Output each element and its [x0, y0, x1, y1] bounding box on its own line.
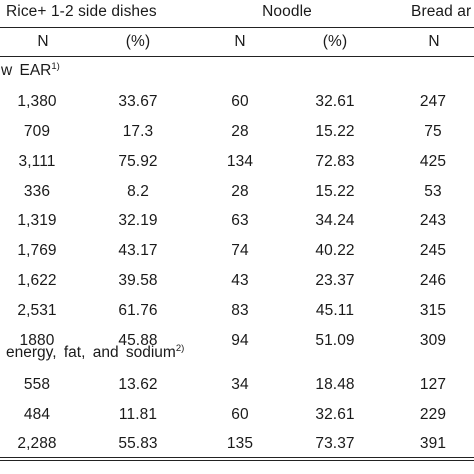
- cell-pct-noodle: 73.37: [315, 435, 355, 452]
- subheader-n-2: N: [234, 33, 246, 50]
- cell-pct-rice: 75.92: [118, 153, 158, 170]
- cell-n-rice: 709: [23, 123, 51, 140]
- cell-n-bread: 315: [419, 302, 447, 319]
- subheader-n-1: N: [37, 33, 49, 50]
- cell-n-noodle: 60: [231, 93, 249, 110]
- cell-n-noodle: 60: [231, 406, 249, 423]
- cell-n-rice: 1,319: [17, 212, 57, 229]
- cell-n-rice: 484: [23, 406, 51, 423]
- cell-pct-rice: 43.17: [118, 242, 158, 259]
- cell-n-noodle: 43: [231, 272, 249, 289]
- cell-n-noodle: 34: [231, 376, 249, 393]
- cell-n-bread: 243: [419, 212, 447, 229]
- cell-pct-noodle: 15.22: [315, 183, 355, 200]
- cell-pct-noodle: 15.22: [315, 123, 355, 140]
- cell-n-noodle: 94: [231, 332, 249, 349]
- cell-pct-noodle: 34.24: [315, 212, 355, 229]
- cell-n-noodle: 28: [231, 183, 249, 200]
- section-label-ear-text: w EAR: [1, 62, 52, 79]
- table-bottom-rule-second: [0, 460, 474, 461]
- group-header-rice: Rice+ 1-2 side dishes: [6, 3, 157, 20]
- cell-n-bread: 75: [424, 123, 442, 140]
- group-header-noodle: Noodle: [262, 3, 312, 20]
- group-header-bread: Bread ar: [411, 3, 472, 20]
- cell-pct-rice: 45.88: [118, 332, 158, 349]
- cell-pct-noodle: 32.61: [315, 406, 355, 423]
- cell-n-bread: 229: [419, 406, 447, 423]
- cell-pct-rice: 39.58: [118, 272, 158, 289]
- cell-n-noodle: 74: [231, 242, 249, 259]
- section-label-energy-text: energy, fat, and sodium: [6, 344, 176, 361]
- subheader-percent-2: (%): [322, 33, 348, 50]
- cell-n-bread: 247: [419, 93, 447, 110]
- header-divider-top: [0, 27, 474, 28]
- table-bottom-rule: [0, 457, 474, 458]
- cell-pct-rice: 17.3: [122, 123, 154, 140]
- cell-n-rice: 558: [23, 376, 51, 393]
- section-note-energy: 2): [175, 342, 185, 354]
- cell-n-noodle: 28: [231, 123, 249, 140]
- cell-n-rice: 3,111: [18, 153, 56, 170]
- cell-pct-rice: 32.19: [118, 212, 158, 229]
- cell-pct-rice: 61.76: [118, 302, 158, 319]
- cell-n-rice: 2,531: [17, 302, 57, 319]
- subheader-percent-1: (%): [125, 33, 151, 50]
- cell-pct-noodle: 32.61: [315, 93, 355, 110]
- cell-n-bread: 53: [424, 183, 442, 200]
- cell-pct-rice: 55.83: [118, 435, 158, 452]
- cell-n-bread: 425: [419, 153, 447, 170]
- subheader-n-3: N: [428, 33, 440, 50]
- cell-n-bread: 391: [419, 435, 447, 452]
- cell-n-rice: 2,288: [17, 435, 57, 452]
- cell-n-rice: 336: [23, 183, 51, 200]
- cell-n-rice: 1,380: [17, 93, 57, 110]
- cell-n-rice: 1,622: [17, 272, 57, 289]
- section-label-ear: w EAR1): [1, 62, 60, 80]
- cell-n-rice: 1,769: [17, 242, 57, 259]
- header-divider-bottom: [0, 56, 474, 57]
- cell-n-bread: 309: [419, 332, 447, 349]
- cell-pct-noodle: 72.83: [315, 153, 355, 170]
- cell-n-rice: 1880: [19, 332, 55, 349]
- cell-n-noodle: 83: [231, 302, 249, 319]
- cell-n-bread: 246: [419, 272, 447, 289]
- cell-pct-noodle: 23.37: [315, 272, 355, 289]
- cell-pct-rice: 11.81: [118, 406, 158, 423]
- cell-n-noodle: 135: [226, 435, 254, 452]
- cell-pct-noodle: 40.22: [315, 242, 355, 259]
- section-note-ear: 1): [51, 60, 60, 72]
- cell-pct-rice: 8.2: [127, 183, 149, 200]
- cell-pct-noodle: 51.09: [315, 332, 355, 349]
- cell-n-bread: 245: [419, 242, 447, 259]
- cell-n-noodle: 134: [226, 153, 254, 170]
- cell-pct-rice: 33.67: [118, 93, 158, 110]
- cell-n-noodle: 63: [231, 212, 249, 229]
- cell-pct-noodle: 45.11: [315, 302, 355, 319]
- section-label-energy: energy, fat, and sodium2): [6, 344, 184, 362]
- cell-pct-rice: 13.62: [118, 376, 158, 393]
- cell-pct-noodle: 18.48: [315, 376, 355, 393]
- cell-n-bread: 127: [419, 376, 447, 393]
